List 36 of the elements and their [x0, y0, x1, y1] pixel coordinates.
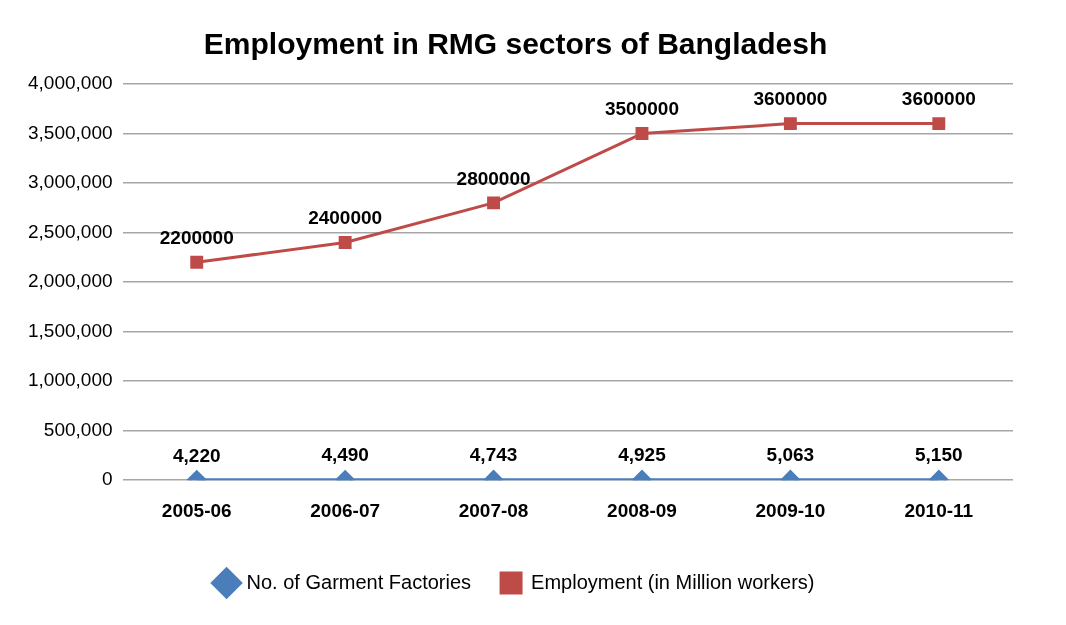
y-tick-label: 500,000: [43, 418, 113, 440]
chart-title: Employment in RMG sectors of Bangladesh: [203, 27, 828, 61]
point: [190, 255, 204, 269]
data-label: 2400000: [308, 207, 383, 229]
data-label: 2200000: [159, 227, 234, 249]
y-tick-label: 0: [101, 468, 113, 490]
point: [932, 117, 946, 131]
data-label: 3600000: [901, 88, 976, 110]
legend-label: No. of Garment Factories: [246, 570, 472, 593]
x-tick-label: 2007-08: [458, 499, 529, 521]
y-tick-label: 1,000,000: [27, 369, 113, 391]
data-label: 2800000: [456, 167, 531, 189]
x-tick-label: 2008-09: [607, 499, 677, 521]
point: [783, 117, 797, 131]
point: [487, 196, 501, 210]
y-tick-label: 2,000,000: [27, 270, 113, 292]
data-label: 3500000: [604, 98, 679, 120]
data-label: 4,220: [172, 444, 221, 466]
y-tick-label: 3,500,000: [27, 121, 113, 143]
data-label: 5,063: [766, 444, 815, 466]
data-label: 4,490: [321, 444, 369, 466]
point: [635, 127, 649, 140]
y-tick-label: 1,500,000: [27, 319, 113, 341]
x-tick-label: 2006-07: [310, 499, 381, 521]
y-tick-label: 2,500,000: [27, 220, 113, 242]
x-tick-label: 2010-11: [904, 499, 974, 521]
y-tick-label: 3,000,000: [27, 171, 113, 193]
data-label: 4,925: [618, 444, 667, 466]
data-label: 4,743: [469, 444, 518, 466]
legend-label: Employment (in Million workers): [531, 570, 815, 593]
y-tick-label: 4,000,000: [27, 72, 113, 94]
x-tick-label: 2005-06: [161, 499, 232, 521]
data-label: 5,150: [915, 444, 963, 466]
data-label: 3600000: [753, 88, 828, 110]
x-tick-label: 2009-10: [755, 499, 826, 521]
point: [338, 236, 352, 249]
